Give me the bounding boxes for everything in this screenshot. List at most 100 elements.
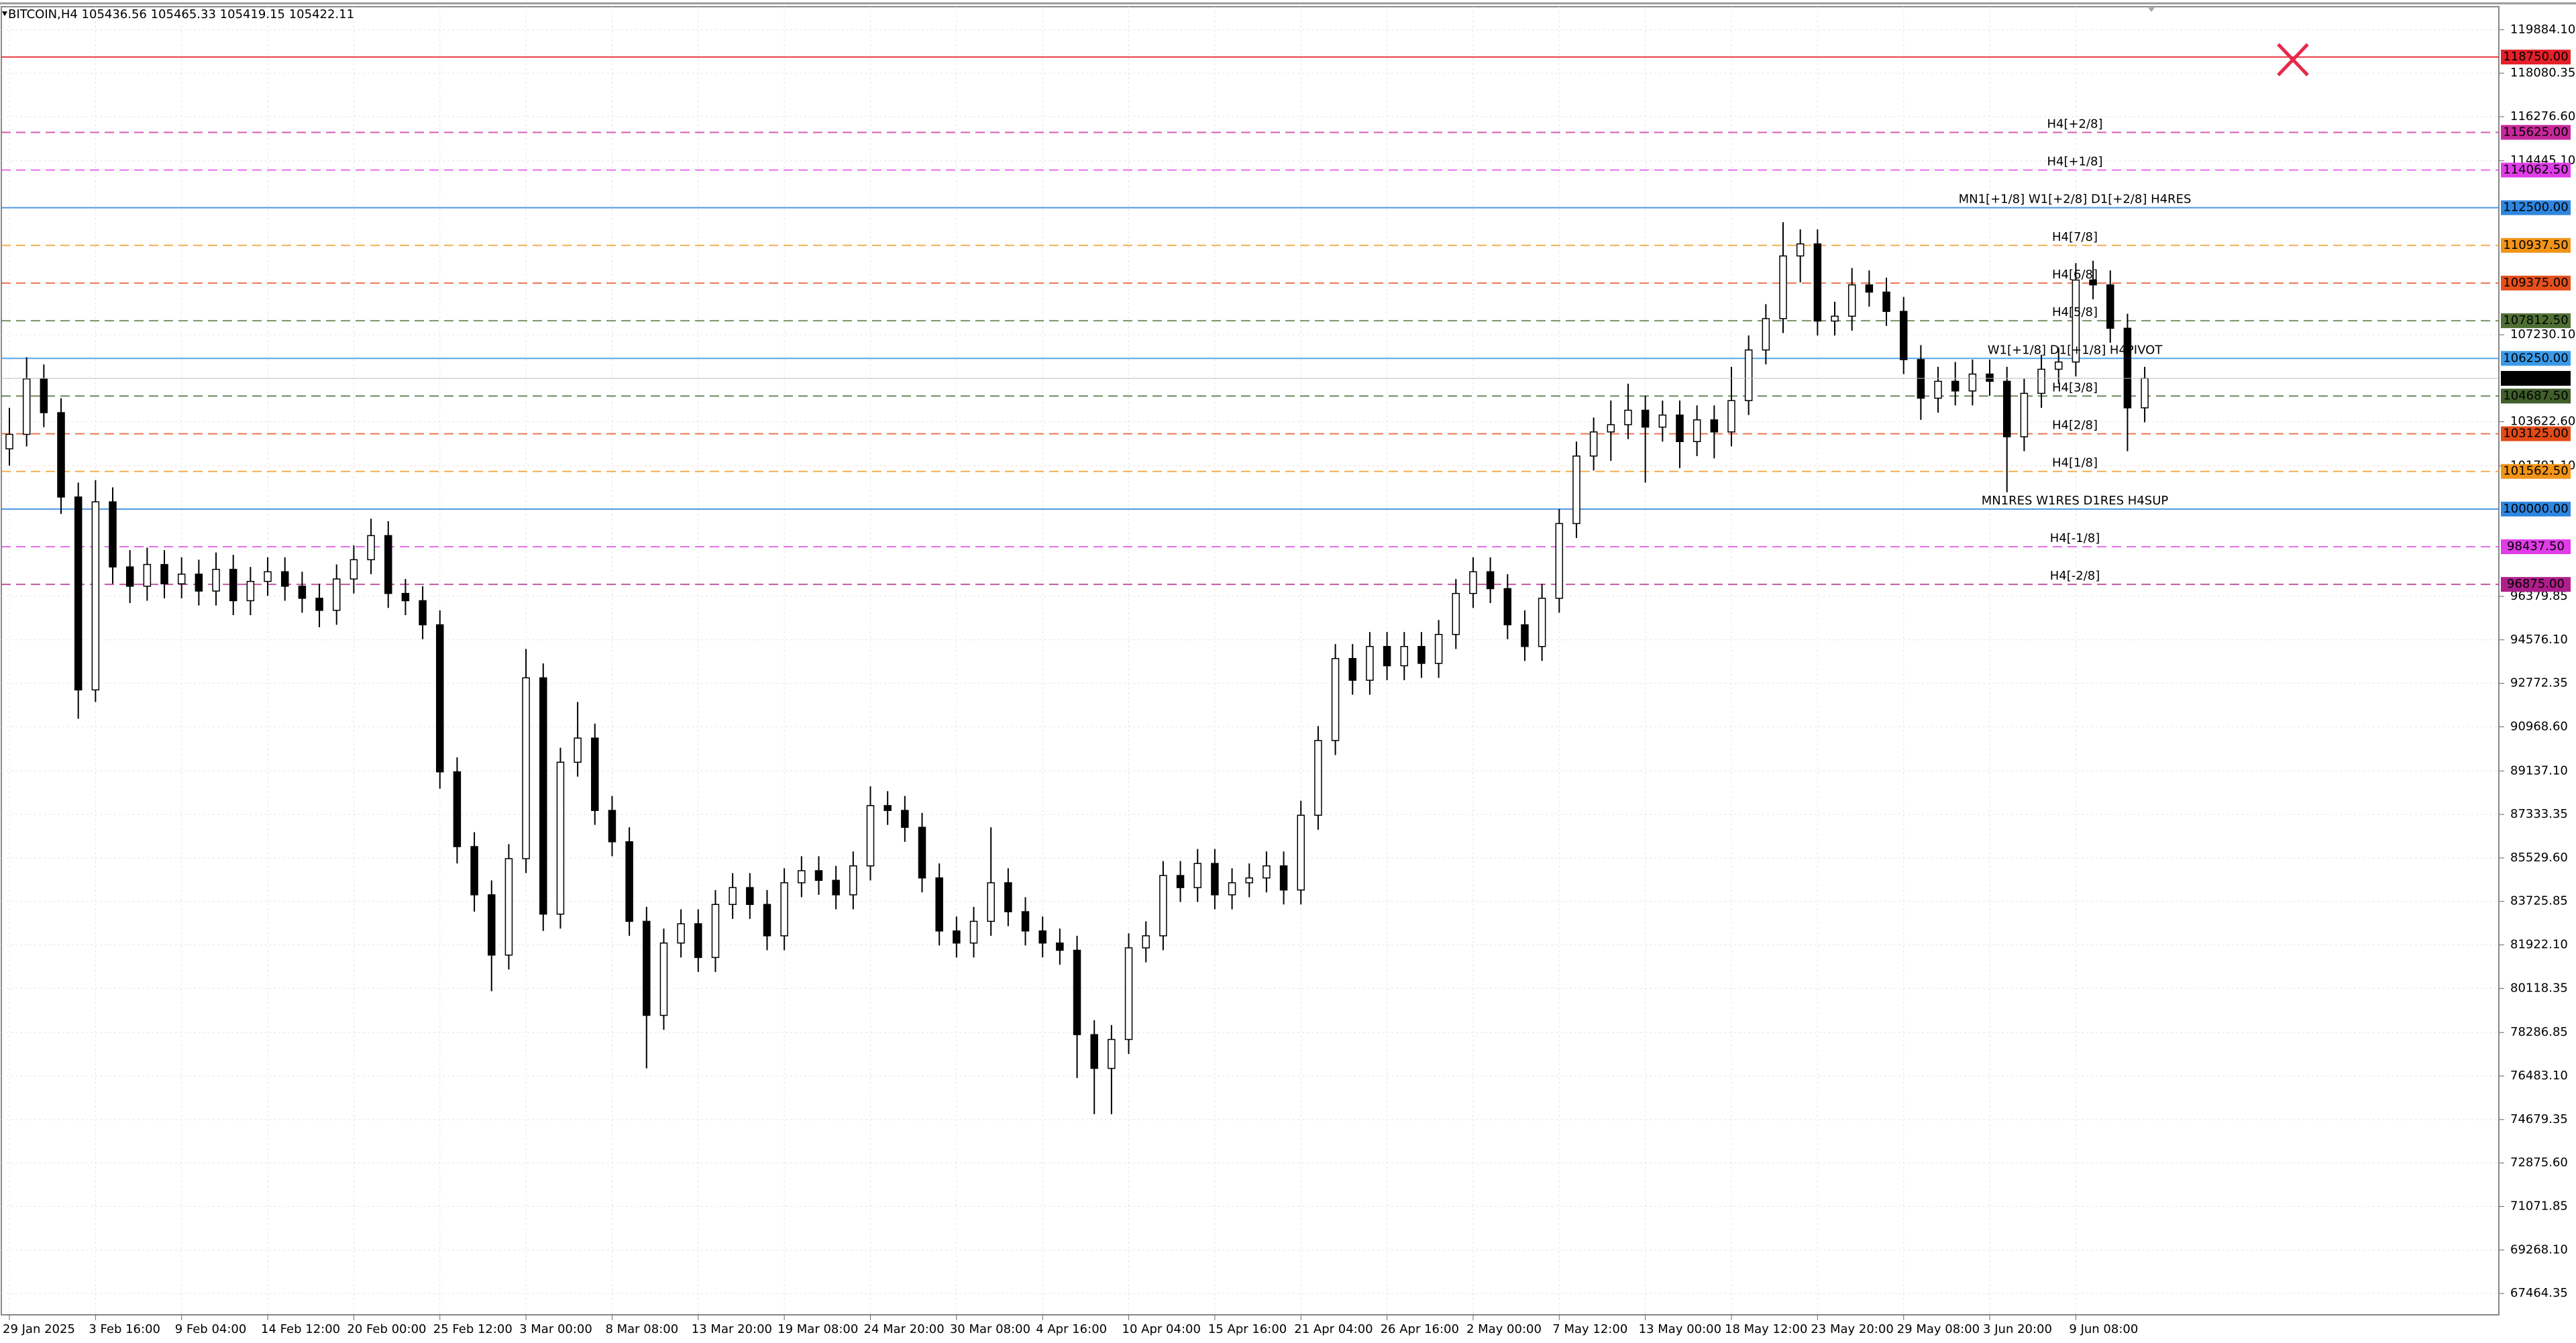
level-name: H4[5/8]	[2052, 305, 2098, 319]
candle-body	[1004, 882, 1012, 912]
candle-body	[2141, 378, 2149, 409]
level-tag-label: 112500.00	[2503, 201, 2568, 215]
candle-body	[1882, 291, 1890, 312]
candle-body	[1434, 634, 1443, 664]
candle-body	[384, 535, 392, 594]
y-tick-label: 90968.60	[2510, 719, 2568, 733]
candle-body	[798, 870, 806, 883]
candle-body	[125, 566, 134, 587]
y-tick-label: 119884.10	[2510, 22, 2575, 36]
close-marker[interactable]	[2277, 43, 2309, 76]
candle-body	[677, 923, 685, 944]
level-tag-label: 114062.50	[2503, 162, 2568, 176]
candle-body	[643, 920, 651, 1016]
x-tick-label: 13 Mar 20:00	[692, 1322, 772, 1336]
candle-body	[1228, 882, 1236, 896]
level-tag	[2501, 125, 2571, 140]
candle-body	[1607, 424, 1615, 433]
candle-body	[901, 810, 909, 828]
level-name: H4[+2/8]	[2047, 117, 2102, 131]
candle-body	[74, 496, 83, 691]
candle-body	[1917, 359, 1925, 399]
level-tag	[2501, 50, 2571, 65]
y-tick-label: 67464.35	[2510, 1286, 2568, 1300]
level-tag	[2501, 200, 2571, 215]
level-name: H4[1/8]	[2052, 456, 2098, 470]
x-tick-label: 8 Mar 08:00	[605, 1322, 678, 1336]
candle-body	[2054, 361, 2063, 370]
candle-body	[1796, 243, 1805, 257]
candle-body	[1142, 935, 1150, 949]
x-tick-label: 19 Mar 08:00	[777, 1322, 858, 1336]
candle-body	[332, 578, 341, 611]
level-name: H4[7/8]	[2052, 230, 2098, 244]
candle-body	[1366, 645, 1374, 681]
candle-body	[711, 904, 720, 959]
candle-body	[969, 920, 978, 944]
candle-body	[40, 378, 48, 413]
level-name: H4[-1/8]	[2050, 531, 2100, 545]
last-price-label: 105422.11	[2503, 371, 2568, 385]
y-tick-label: 83725.85	[2510, 894, 2568, 908]
chart-layer: 119884.10118080.35116276.60114445.101072…	[1, 7, 2575, 1336]
candle-body	[1383, 645, 1391, 667]
candle-body	[1813, 243, 1822, 322]
candle-body	[1211, 863, 1219, 896]
last-price-tag	[2501, 371, 2571, 386]
x-tick-label: 18 May 12:00	[1725, 1322, 1807, 1336]
x-tick-label: 21 Apr 04:00	[1294, 1322, 1373, 1336]
y-tick-label: 103622.60	[2510, 415, 2575, 429]
level-name: H4[+1/8]	[2047, 154, 2102, 168]
x-tick-label: 23 May 20:00	[1811, 1322, 1893, 1336]
level-tag	[2501, 501, 2571, 517]
candle-body	[453, 771, 462, 847]
y-tick-label: 116276.60	[2510, 109, 2575, 123]
x-tick-label: 13 May 00:00	[1639, 1322, 1721, 1336]
chart-title: BITCOIN,H4 105436.56 105465.33 105419.15…	[8, 7, 354, 21]
candle-body	[1624, 409, 1632, 425]
x-tick-label: 7 May 12:00	[1552, 1322, 1627, 1336]
y-tick-label: 87333.35	[2510, 807, 2568, 821]
candle-body	[1452, 592, 1460, 635]
level-tag-label: 109375.00	[2503, 276, 2568, 290]
level-name: H4[6/8]	[2052, 268, 2098, 282]
candle-body	[1727, 400, 1735, 433]
candle-body	[1279, 865, 1288, 891]
candle-body	[556, 761, 565, 915]
candle-body	[1090, 1034, 1098, 1069]
candle-body	[160, 563, 168, 585]
candle-body	[1348, 657, 1357, 681]
candle-body	[1108, 1038, 1116, 1069]
candle-body	[1331, 657, 1340, 741]
level-tag	[2501, 388, 2571, 404]
candle-body	[22, 378, 31, 435]
scroll-marker	[2147, 7, 2155, 12]
candle-body	[195, 574, 203, 592]
candle-body	[1486, 571, 1495, 590]
x-tick-label: 9 Feb 04:00	[175, 1322, 247, 1336]
level-name: W1[+1/8] D1[+1/8] H4PIVOT	[1988, 343, 2163, 357]
candle-body	[246, 580, 255, 602]
candle-body	[1073, 949, 1081, 1036]
candle-body	[953, 930, 961, 944]
candle-body	[574, 737, 582, 763]
level-tag	[2501, 577, 2571, 592]
candle-body	[1417, 645, 1426, 664]
candle-body	[1847, 284, 1856, 317]
candle-body	[1676, 414, 1684, 443]
y-tick-label: 72875.60	[2510, 1156, 2568, 1170]
candle-body	[5, 433, 13, 449]
x-tick-label: 3 Mar 00:00	[519, 1322, 592, 1336]
candle-body	[280, 571, 289, 587]
candle-body	[1038, 930, 1046, 944]
level-tag	[2501, 464, 2571, 479]
candle-body	[1572, 455, 1580, 525]
candle-body	[229, 568, 237, 602]
candle-body	[2106, 284, 2114, 329]
candle-body	[522, 677, 530, 859]
level-name: MN1RES W1RES D1RES H4SUP	[1982, 494, 2169, 508]
x-tick-label: 25 Feb 12:00	[433, 1322, 513, 1336]
level-tag	[2501, 162, 2571, 178]
candle-body	[315, 598, 323, 611]
level-tag	[2501, 237, 2571, 253]
